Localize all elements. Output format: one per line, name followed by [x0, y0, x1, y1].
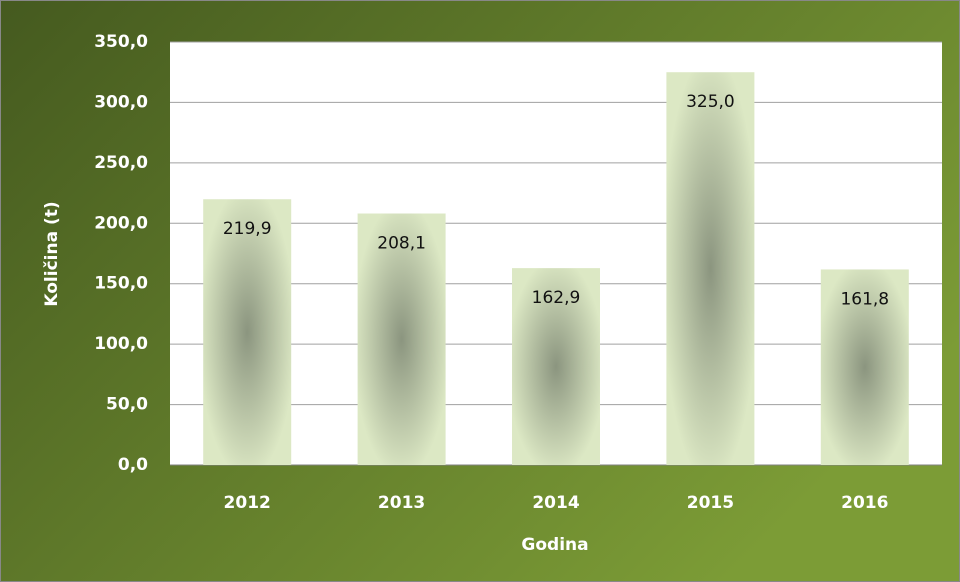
bar [203, 199, 292, 465]
y-tick-label: 300,0 [94, 92, 148, 112]
x-axis-title: Godina [521, 535, 588, 555]
bar [666, 72, 755, 465]
bar [512, 268, 600, 465]
y-tick-label: 0,0 [118, 455, 148, 475]
x-tick-label: 2013 [378, 493, 425, 513]
bar [357, 213, 446, 465]
y-axis-title: Količina (t) [42, 201, 62, 306]
bar [820, 269, 909, 465]
y-tick-label: 100,0 [94, 334, 148, 354]
y-tick-label: 50,0 [106, 395, 148, 415]
y-tick-label: 150,0 [94, 274, 148, 294]
data-label: 219,9 [223, 219, 272, 239]
x-tick-label: 2016 [841, 493, 888, 513]
y-tick-label: 250,0 [94, 153, 148, 173]
x-tick-label: 2012 [224, 493, 271, 513]
data-label: 161,8 [840, 289, 889, 309]
data-label: 162,9 [532, 288, 581, 308]
y-tick-label: 350,0 [94, 32, 148, 52]
x-tick-label: 2014 [532, 493, 579, 513]
y-tick-label: 200,0 [94, 213, 148, 233]
x-tick-label: 2015 [687, 493, 734, 513]
data-label: 208,1 [377, 233, 426, 253]
data-label: 325,0 [686, 92, 735, 112]
